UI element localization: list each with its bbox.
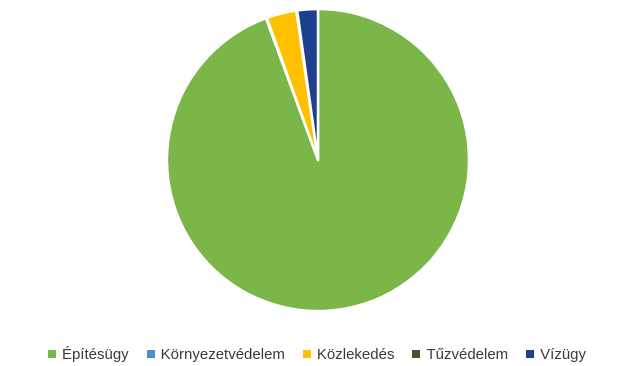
legend-item-0: Építésügy [47, 345, 129, 363]
legend-item-4: Vízügy [526, 346, 586, 363]
legend-item-2: Közlekedés [302, 345, 395, 363]
legend-swatch-1 [146, 350, 155, 358]
legend-label-3: Tűzvédelem [426, 345, 509, 363]
legend-label-1: Környezetvédelem [160, 345, 285, 363]
legend-swatch-4 [526, 350, 535, 358]
pie-slice-4 [295, 7, 320, 162]
legend-label-4: Vízügy [540, 345, 587, 363]
legend: Építésügy Környezetvédelem Közlekedés Tűzvé… [0, 344, 634, 364]
legend-swatch-3 [412, 350, 421, 358]
legend-swatch-0 [47, 350, 56, 358]
legend-swatch-2 [302, 350, 311, 358]
legend-label-2: Közlekedés [316, 345, 395, 363]
pie-slices [165, 7, 471, 313]
legend-label-0: Építésügy [61, 345, 129, 363]
legend-item-3: Tűzvédelem [412, 346, 508, 363]
legend-item-1: Környezetvédelem [146, 345, 285, 363]
